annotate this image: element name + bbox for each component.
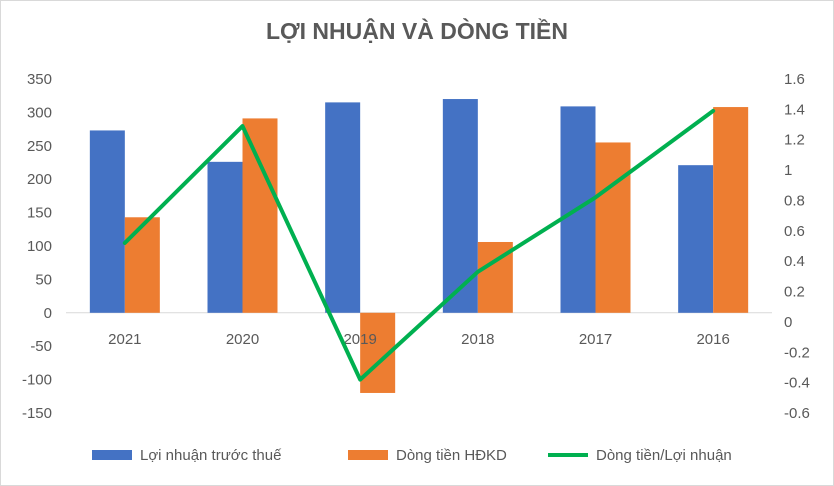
left-tick-label: 200: [27, 171, 52, 188]
right-tick-label: -0.4: [784, 375, 810, 392]
legend-swatch-ratio: [548, 453, 588, 457]
left-tick-label: 0: [44, 305, 52, 322]
left-tick-label: 150: [27, 205, 52, 222]
legend-label-ratio: Dòng tiền/Lợi nhuận: [596, 446, 732, 464]
right-tick-label: 1.2: [784, 132, 805, 149]
category-label: 2020: [226, 331, 259, 348]
right-tick-label: 1.4: [784, 101, 805, 118]
left-tick-label: 300: [27, 104, 52, 121]
left-tick-label: -150: [22, 405, 52, 422]
right-tick-label: 0.4: [784, 253, 805, 270]
bar-profit: [678, 165, 714, 313]
bar-cashflow: [595, 142, 631, 313]
category-label: 2018: [461, 331, 494, 348]
legend-label-cashflow: Dòng tiền HĐKD: [396, 446, 507, 464]
chart-title: LỢI NHUẬN VÀ DÒNG TIỀN: [265, 18, 568, 44]
legend: Lợi nhuận trước thuế Dòng tiền HĐKD Dòng…: [0, 440, 834, 470]
legend-item-ratio: Dòng tiền/Lợi nhuận: [548, 440, 732, 470]
right-tick-label: -0.6: [784, 405, 810, 422]
left-axis-ticks: 350 300 250 200 150 100 50 0 -50 -100 -150: [22, 71, 52, 422]
ratio-line: [122, 108, 716, 382]
legend-label-profit: Lợi nhuận trước thuế: [140, 446, 282, 464]
left-tick-label: 350: [27, 71, 52, 88]
legend-swatch-cashflow: [348, 450, 388, 460]
bar-profit: [89, 130, 125, 313]
category-label: 2021: [108, 331, 141, 348]
right-tick-label: 0.2: [784, 284, 805, 301]
left-tick-label: -100: [22, 372, 52, 389]
right-tick-label: -0.2: [784, 344, 810, 361]
right-tick-label: 1: [784, 162, 792, 179]
left-tick-label: -50: [30, 338, 52, 355]
left-tick-label: 50: [35, 271, 52, 288]
right-tick-label: 0: [784, 314, 792, 331]
bar-cashflow: [124, 217, 160, 313]
legend-item-cashflow: Dòng tiền HĐKD: [348, 440, 507, 470]
right-axis-ticks: 1.6 1.4 1.2 1 0.8 0.6 0.4 0.2 0 -0.2 -0.4 -0.6: [784, 71, 810, 422]
left-tick-label: 100: [27, 238, 52, 255]
right-tick-label: 0.6: [784, 223, 805, 240]
category-label: 2016: [696, 331, 729, 348]
category-labels: 2021 2020 2019 2018 2017 2016: [108, 331, 730, 348]
left-tick-label: 250: [27, 138, 52, 155]
category-label: 2019: [343, 331, 376, 348]
bar-profit: [325, 102, 361, 313]
bar-cashflow: [713, 107, 749, 313]
bar-profit: [207, 161, 243, 313]
line-series-group: [122, 108, 716, 382]
right-tick-label: 1.6: [784, 71, 805, 88]
bar-cashflow: [242, 118, 278, 313]
legend-swatch-profit: [92, 450, 132, 460]
right-tick-label: 0.8: [784, 192, 805, 209]
legend-item-profit: Lợi nhuận trước thuế: [92, 440, 281, 470]
category-label: 2017: [579, 331, 612, 348]
bar-profit: [442, 99, 478, 313]
bar-series-group: [89, 99, 749, 393]
